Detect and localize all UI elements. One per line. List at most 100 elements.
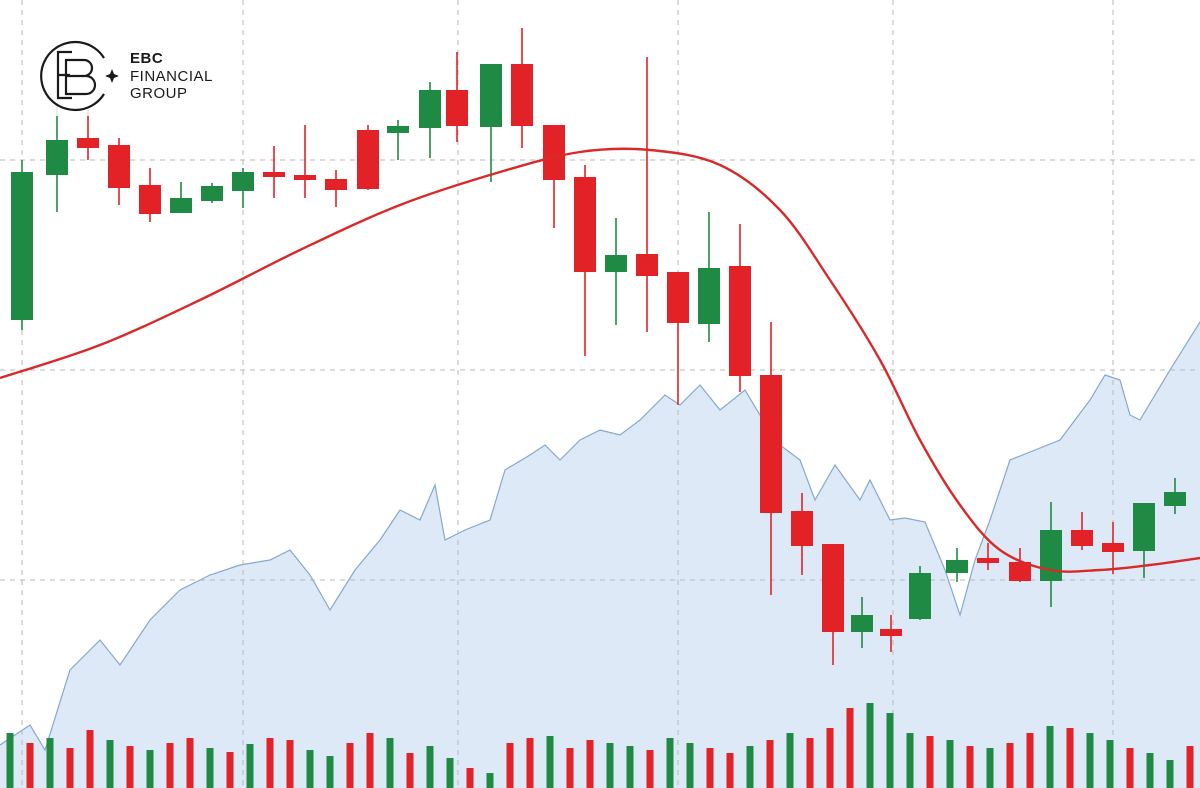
volume-bar	[806, 738, 814, 788]
volume-bar	[1006, 743, 1014, 788]
volume-bar	[946, 740, 954, 788]
volume-bar	[246, 744, 254, 788]
candle-body	[232, 172, 254, 191]
logo: EBC FINANCIAL GROUP	[36, 36, 226, 116]
candle-body	[909, 573, 931, 619]
volume-bar	[106, 740, 114, 788]
volume-bar	[346, 743, 354, 788]
candle-body	[851, 615, 873, 632]
candle-body	[511, 64, 533, 126]
candle-body	[387, 126, 409, 133]
volume-bar	[1166, 760, 1174, 788]
volume-bar	[326, 756, 334, 788]
candle-body	[880, 629, 902, 636]
logo-ring	[40, 40, 105, 112]
volume-bar	[66, 748, 74, 788]
logo-line: EBC	[130, 50, 163, 67]
candle-body	[170, 198, 192, 213]
candle-body	[1102, 543, 1124, 552]
candle-body	[605, 255, 627, 272]
candle-body	[77, 138, 99, 148]
volume-bar	[886, 713, 894, 788]
volume-bar	[406, 753, 414, 788]
volume-bar	[1106, 740, 1114, 788]
candle-body	[446, 90, 468, 126]
volume-bar	[686, 743, 694, 788]
volume-bar	[446, 758, 454, 788]
volume-bar	[26, 743, 34, 788]
volume-bar	[966, 746, 974, 788]
volume-bar	[166, 743, 174, 788]
volume-bar	[206, 748, 214, 788]
volume-bar	[706, 748, 714, 788]
volume-bar	[386, 738, 394, 788]
volume-bar	[846, 708, 854, 788]
candle-body	[574, 177, 596, 272]
candle-body	[1040, 530, 1062, 581]
volume-bar	[546, 736, 554, 788]
volume-bar	[1126, 748, 1134, 788]
volume-bar	[306, 750, 314, 788]
candle-body	[46, 140, 68, 175]
candle-body	[543, 125, 565, 180]
candle-body	[1071, 530, 1093, 546]
area-layer	[0, 321, 1200, 788]
volume-bar	[906, 733, 914, 788]
volume-bar	[666, 738, 674, 788]
volume-bar	[866, 703, 874, 788]
volume-bar	[1146, 753, 1154, 788]
volume-bar	[186, 738, 194, 788]
volume-bar	[506, 743, 514, 788]
volume-bar	[606, 743, 614, 788]
volume-bar	[926, 736, 934, 788]
volume-bar	[586, 740, 594, 788]
volume-bar	[1066, 728, 1074, 788]
logo-letter-b	[64, 58, 97, 96]
volume-bar	[526, 738, 534, 788]
area-line	[0, 321, 1200, 752]
logo-star	[105, 69, 119, 83]
candle-body	[1164, 492, 1186, 506]
volume-bar	[986, 748, 994, 788]
volume-layer	[6, 703, 1194, 788]
candle-body	[1133, 503, 1155, 551]
volume-bar	[6, 733, 14, 788]
volume-bar	[1046, 726, 1054, 788]
volume-bar	[146, 750, 154, 788]
candle-layer	[11, 28, 1186, 665]
candle-body	[201, 186, 223, 201]
volume-bar	[426, 746, 434, 788]
candle-body	[139, 185, 161, 214]
candle-body	[263, 172, 285, 177]
volume-bar	[126, 746, 134, 788]
moving-average-line	[0, 147, 1200, 573]
volume-bar	[366, 733, 374, 788]
volume-bar	[566, 748, 574, 788]
candle-body	[325, 179, 347, 190]
candle-body	[1009, 562, 1031, 581]
volume-bar	[286, 740, 294, 788]
logo-line: GROUP	[130, 85, 188, 102]
candle-body	[636, 254, 658, 276]
area-fill	[0, 322, 1200, 788]
candle-body	[108, 145, 130, 188]
candle-body	[480, 64, 502, 127]
candle-body	[760, 375, 782, 513]
candle-body	[294, 175, 316, 180]
candle-body	[667, 272, 689, 323]
volume-bar	[746, 746, 754, 788]
volume-bar	[466, 768, 474, 788]
candle-body	[791, 511, 813, 546]
candle-body	[729, 266, 751, 376]
volume-bar	[86, 730, 94, 788]
candle-body	[419, 90, 441, 128]
volume-bar	[826, 728, 834, 788]
volume-bar	[1186, 746, 1194, 788]
volume-bar	[486, 773, 494, 788]
volume-bar	[626, 746, 634, 788]
volume-bar	[786, 733, 794, 788]
volume-bar	[46, 738, 54, 788]
candle-body	[946, 560, 968, 573]
